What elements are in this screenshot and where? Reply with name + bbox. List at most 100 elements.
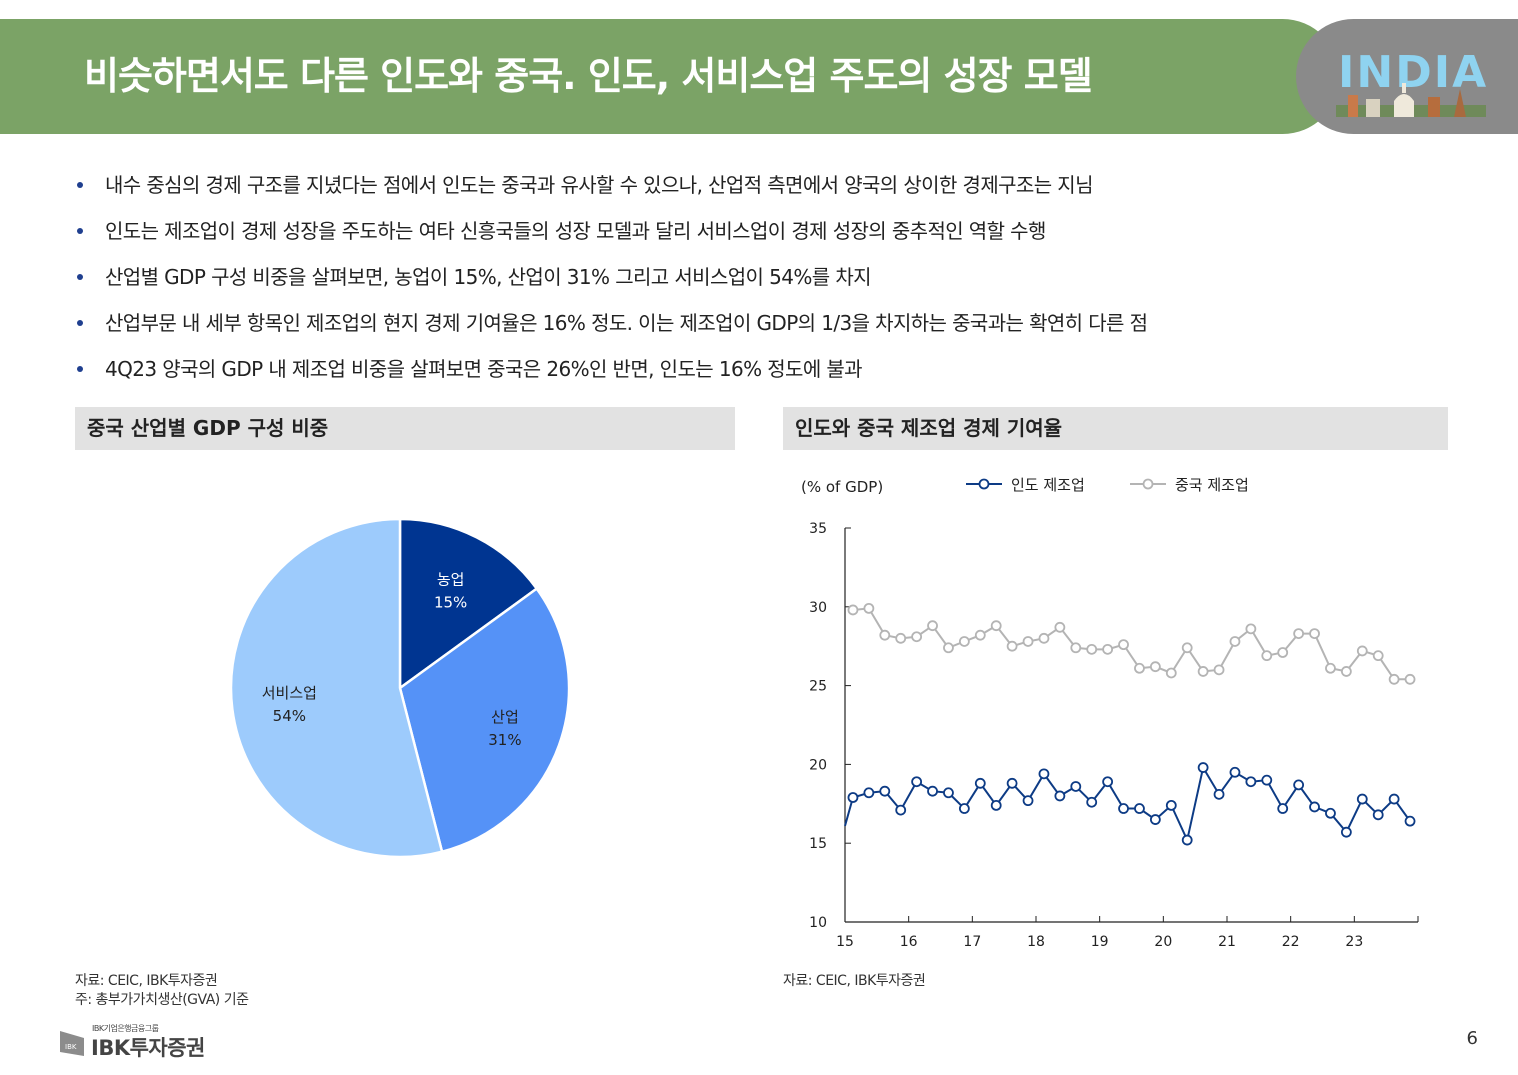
- china-series-point: [1038, 632, 1050, 644]
- india-series-point: [974, 777, 986, 789]
- x-tick-label: 17: [963, 934, 981, 950]
- china-series-point: [895, 632, 907, 644]
- china-series-point: [1086, 643, 1098, 655]
- india-series-point: [1006, 777, 1018, 789]
- x-tick-label: 19: [1091, 934, 1109, 950]
- india-logo-text: INDIA: [1338, 47, 1489, 98]
- china-series-point: [1404, 673, 1416, 685]
- china-series-point: [990, 620, 1002, 632]
- china-series-point: [863, 602, 875, 614]
- x-tick-label: 20: [1154, 934, 1172, 950]
- india-series-point: [943, 787, 954, 799]
- india-series-point: [895, 804, 907, 816]
- x-tick-label: 23: [1345, 934, 1363, 950]
- page-number: 6: [1466, 1028, 1478, 1049]
- india-series-point: [1245, 776, 1257, 788]
- bullet-list: 내수 중심의 경제 구조를 지녔다는 점에서 인도는 중국과 유사할 수 있으나…: [75, 168, 1475, 398]
- line-chart: (% of GDP) 인도 제조업 중국 제조업 10 15 20 25 30 35 15 1…: [801, 476, 1419, 950]
- india-series-point: [1102, 776, 1114, 788]
- india-series-point: [911, 776, 923, 788]
- china-series-point: [847, 604, 859, 616]
- china-series-point: [1213, 664, 1225, 676]
- india-series-point: [1134, 803, 1145, 814]
- y-tick-label: 15: [809, 836, 827, 852]
- india-series-line: [844, 764, 1411, 844]
- bullet-item: 산업별 GDP 구성 비중을 살펴보면, 농업이 15%, 산업이 31% 그리…: [75, 260, 1475, 306]
- x-tick-label: 15: [836, 934, 854, 950]
- china-series-point: [1134, 662, 1145, 674]
- india-series-point: [1325, 807, 1336, 819]
- china-series-point: [911, 631, 923, 643]
- pie-slice-agriculture: [398, 517, 539, 691]
- china-series-point: [1245, 623, 1257, 635]
- china-series-point: [1325, 662, 1336, 674]
- india-series-point: [1388, 793, 1400, 805]
- india-logo: INDIA: [1296, 19, 1518, 134]
- india-series-point: [1261, 774, 1273, 786]
- pie-slice-industry: [398, 586, 571, 854]
- legend-india: 인도 제조업: [1011, 476, 1085, 494]
- china-series-point: [1293, 628, 1305, 639]
- china-series-point: [1372, 650, 1384, 662]
- india-series-point: [1070, 781, 1082, 792]
- india-series-point: [863, 787, 875, 799]
- line-source: 자료: CEIC, IBK투자증권: [783, 973, 926, 989]
- x-tick-label: 22: [1282, 934, 1300, 950]
- china-series-point: [1070, 642, 1082, 654]
- skyline-icon: [1336, 83, 1486, 117]
- pie-panel-title: 중국 산업별 GDP 구성 비중: [75, 407, 735, 450]
- bullet-item: 산업부문 내 세부 항목인 제조업의 현지 경제 기여율은 16% 정도. 이는…: [75, 306, 1475, 352]
- y-tick-label: 35: [809, 521, 827, 537]
- x-tick-label: 21: [1218, 934, 1236, 950]
- pie-value-label: 54%: [273, 707, 306, 725]
- china-series-point: [1309, 628, 1320, 639]
- line-panel-title: 인도와 중국 제조업 경제 기여율: [783, 407, 1448, 450]
- china-series-point: [974, 629, 986, 641]
- india-series-point: [847, 792, 859, 803]
- india-series-point: [1054, 790, 1066, 802]
- ibk-group-label: IBK기업은행금융그룹: [92, 1024, 159, 1033]
- india-series-point: [879, 785, 891, 797]
- china-series-point: [1261, 650, 1273, 662]
- india-series-point: [1293, 779, 1305, 791]
- title-banner: [0, 19, 1340, 134]
- china-series-point: [1165, 667, 1177, 679]
- china-series-point: [1340, 666, 1352, 677]
- y-tick-label: 30: [809, 600, 827, 616]
- pie-slice-service: [229, 517, 444, 859]
- india-series-point: [1118, 803, 1129, 814]
- india-series-point: [1277, 803, 1289, 814]
- india-series-point: [958, 803, 970, 814]
- china-series-point: [1149, 661, 1161, 673]
- china-series-point: [1181, 642, 1193, 654]
- china-series-point: [958, 636, 970, 647]
- china-series-point: [1006, 640, 1018, 652]
- india-series-point: [1165, 799, 1177, 811]
- ibk-brand: IBK투자증권: [91, 1036, 205, 1060]
- pie-chart: 농업 15% 산업 31% 서비스업 54%: [229, 517, 571, 859]
- pie-value-label: 31%: [488, 731, 521, 749]
- india-series-point: [1149, 814, 1161, 825]
- china-series-point: [943, 642, 954, 654]
- india-series-point: [1181, 834, 1193, 846]
- india-series-point: [927, 785, 938, 797]
- india-series-point: [1213, 788, 1225, 800]
- india-series-point: [1372, 809, 1384, 821]
- china-series-point: [1388, 673, 1400, 685]
- india-series-point: [1038, 768, 1050, 780]
- china-series-point: [1118, 639, 1129, 651]
- india-series-point: [1086, 796, 1098, 808]
- ibk-mark-text: IBK: [65, 1043, 77, 1051]
- india-series-point: [990, 799, 1002, 811]
- y-tick-label: 20: [809, 757, 827, 773]
- china-series-point: [1356, 645, 1368, 657]
- bullet-item: 4Q23 양국의 GDP 내 제조업 비중을 살펴보면 중국은 26%인 반면,…: [75, 352, 1475, 398]
- india-series-point: [1229, 766, 1241, 778]
- india-series-point: [1340, 826, 1352, 838]
- pie-label: 농업: [437, 571, 465, 589]
- pie-value-label: 15%: [434, 594, 467, 612]
- india-series-point: [1022, 795, 1034, 807]
- china-series-point: [1054, 621, 1066, 633]
- legend: 인도 제조업 중국 제조업: [966, 476, 1249, 494]
- india-series-point: [1404, 815, 1416, 827]
